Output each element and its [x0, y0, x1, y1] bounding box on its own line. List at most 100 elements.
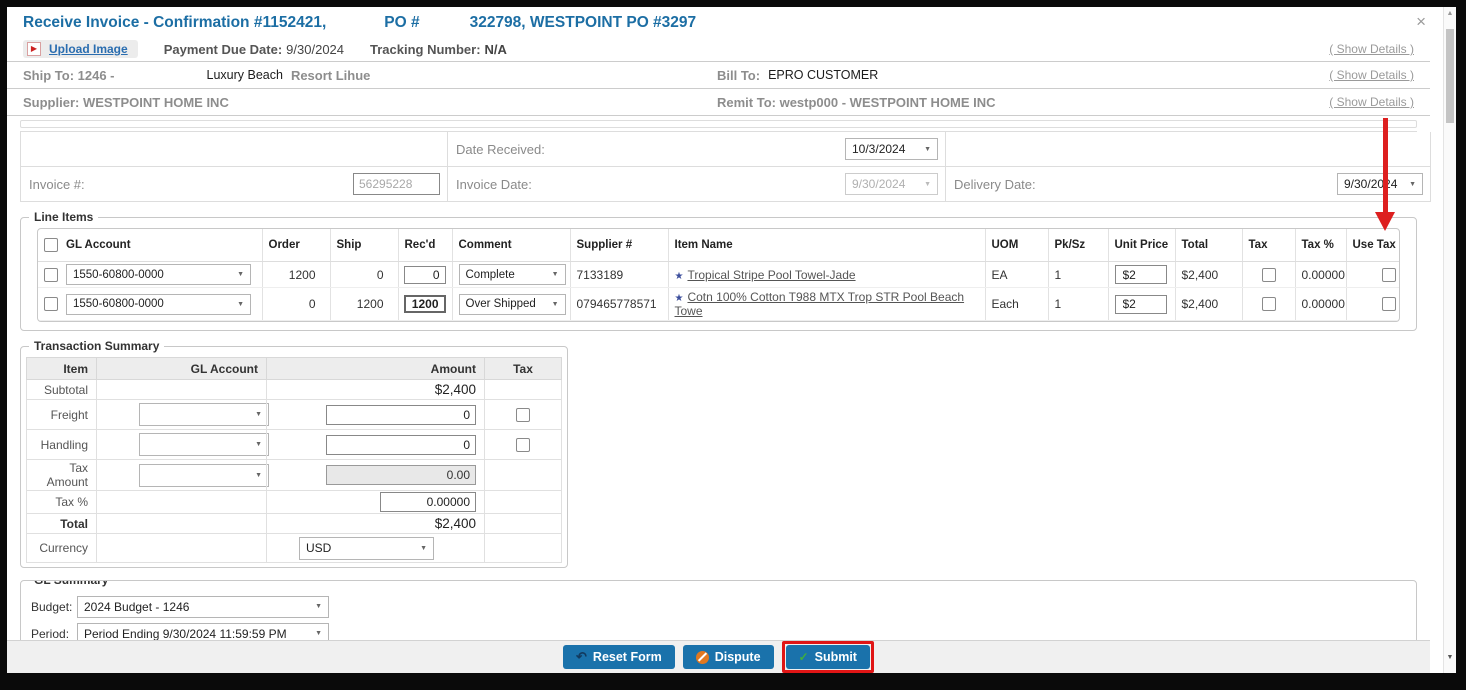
supplier-remit-row: Supplier: WESTPOINT HOME INC Remit To: w…	[7, 89, 1430, 116]
scroll-up-icon[interactable]: ▲	[1446, 10, 1454, 17]
use-tax-checkbox[interactable]	[1382, 297, 1397, 312]
handling-gl-dropdown[interactable]: ▼	[139, 433, 269, 456]
check-icon: ✓	[798, 650, 809, 664]
unit-price-input[interactable]	[1114, 265, 1167, 284]
line-items-legend: Line Items	[29, 210, 99, 224]
uom-value: EA	[985, 261, 1049, 288]
show-details-link-remitto[interactable]: ( Show Details )	[1329, 95, 1414, 109]
freight-row: Freight ▼	[26, 399, 562, 430]
line-total: $2,400	[1175, 287, 1243, 321]
empty-cell	[21, 132, 448, 167]
freight-gl-dropdown[interactable]: ▼	[139, 403, 269, 426]
subtotal-value: $2,400	[266, 379, 485, 400]
handling-row: Handling ▼	[26, 429, 562, 460]
currency-row: Currency USD ▼	[26, 533, 562, 563]
invoice-date-dropdown[interactable]: 9/30/2024 ▼	[845, 173, 938, 195]
tax-amount-label: Tax Amount	[26, 459, 97, 491]
transaction-summary-table: Item GL Account Amount Tax Subtotal $2,4…	[26, 357, 562, 563]
unit-price-input[interactable]	[1114, 294, 1167, 314]
freight-amount-input[interactable]	[326, 404, 476, 425]
scroll-down-icon[interactable]: ▼	[1446, 654, 1454, 661]
chevron-down-icon: ▼	[551, 300, 559, 308]
footer-action-bar: ↶ Reset Form Dispute ✓ Submit	[7, 640, 1430, 673]
row-checkbox[interactable]	[44, 297, 58, 311]
upload-image-icon: ▶	[27, 42, 41, 56]
date-received-cell: Date Received: 10/3/2024 ▼	[448, 132, 946, 167]
submit-highlight-box: ✓ Submit	[781, 641, 874, 673]
ship-to-suffix: Resort Lihue	[290, 67, 371, 83]
handling-amount-input[interactable]	[326, 434, 476, 455]
vertical-scrollbar[interactable]: ▲ ▼	[1443, 7, 1456, 673]
table-row: 1550-60800-0000▼ 1200 0 Complete▼ 713318…	[38, 261, 1399, 288]
chevron-down-icon: ▼	[255, 411, 262, 418]
scrollbar-thumb[interactable]	[1446, 29, 1454, 123]
line-items-header-row: GL Account Order Ship Rec'd Comment Supp…	[38, 229, 1399, 262]
handling-label: Handling	[26, 429, 97, 460]
chevron-down-icon: ▼	[924, 145, 931, 153]
order-qty: 0	[262, 287, 331, 321]
collapsed-section-strip	[20, 120, 1417, 128]
comment-dropdown[interactable]: Complete ▼	[458, 264, 566, 285]
chevron-down-icon: ▼	[420, 544, 427, 552]
chevron-down-icon: ▼	[255, 441, 262, 448]
delivery-date-cell: Delivery Date: 9/30/2024 ▼	[946, 167, 1431, 202]
item-name-link[interactable]: Tropical Stripe Pool Towel-Jade	[687, 267, 856, 282]
bill-to-label: Bill To:	[717, 67, 761, 83]
dispute-button[interactable]: Dispute	[682, 645, 774, 669]
delivery-date-dropdown[interactable]: 9/30/2024 ▼	[1337, 173, 1423, 195]
upload-image-button[interactable]: ▶ Upload Image	[23, 40, 138, 58]
select-all-checkbox[interactable]	[44, 238, 58, 252]
invoice-number-input[interactable]	[353, 173, 440, 195]
submit-button[interactable]: ✓ Submit	[785, 645, 870, 669]
reset-icon: ↶	[576, 649, 587, 664]
star-icon: ★	[674, 270, 684, 282]
tax-amount-input	[326, 465, 476, 485]
item-name-link[interactable]: Cotn 100% Cotton T988 MTX Trop STR Pool …	[674, 290, 965, 318]
freight-label: Freight	[26, 399, 97, 430]
row-checkbox[interactable]	[44, 267, 58, 282]
invoice-number-label: Invoice #:	[29, 176, 85, 192]
tax-checkbox[interactable]	[1261, 267, 1276, 282]
show-details-link-billto[interactable]: ( Show Details )	[1329, 68, 1414, 82]
tax-pct-input[interactable]	[380, 492, 476, 512]
budget-dropdown[interactable]: 2024 Budget - 1246 ▼	[77, 595, 329, 618]
invoice-date-cell: Invoice Date: 9/30/2024 ▼	[448, 167, 946, 202]
tracking-number-value: N/A	[484, 41, 507, 57]
currency-dropdown[interactable]: USD ▼	[299, 536, 434, 560]
remit-to-label: Remit To: westp000 - WESTPOINT HOME INC	[717, 94, 996, 110]
use-tax-checkbox[interactable]	[1382, 267, 1397, 282]
tracking-number-label: Tracking Number:	[370, 41, 481, 57]
total-label: Total	[26, 513, 97, 534]
freight-tax-checkbox[interactable]	[516, 407, 530, 422]
chevron-down-icon: ▼	[237, 300, 244, 308]
uom-value: Each	[985, 287, 1049, 321]
budget-label: Budget:	[31, 599, 73, 614]
comment-dropdown[interactable]: Over Shipped ▼	[458, 293, 566, 315]
ship-to-value: Luxury Beach	[206, 68, 283, 82]
recd-qty-input[interactable]	[403, 265, 446, 284]
line-items-section: Line Items GL Account Order Ship	[20, 210, 1417, 331]
close-icon[interactable]: ×	[1416, 12, 1426, 31]
recd-qty-input[interactable]	[403, 295, 446, 313]
gl-account-dropdown[interactable]: 1550-60800-0000 ▼	[66, 293, 251, 315]
tax-checkbox[interactable]	[1261, 297, 1276, 312]
ship-qty: 1200	[330, 287, 399, 321]
chevron-down-icon: ▼	[237, 271, 244, 278]
invoice-fields-grid: Date Received: 10/3/2024 ▼ Invoice #: In…	[20, 131, 1431, 202]
tax-gl-dropdown[interactable]: ▼	[139, 463, 269, 487]
ship-qty: 0	[330, 261, 399, 288]
page-title-po-label: PO #	[384, 14, 420, 31]
upload-image-link[interactable]: Upload Image	[49, 42, 128, 56]
page-title: Receive Invoice - Confirmation #1152421,	[23, 14, 327, 31]
date-received-dropdown[interactable]: 10/3/2024 ▼	[845, 138, 938, 160]
tax-pct-label: Tax %	[26, 490, 97, 514]
dispute-icon	[695, 650, 709, 664]
gl-account-dropdown[interactable]: 1550-60800-0000 ▼	[66, 264, 251, 285]
show-details-link-top[interactable]: ( Show Details )	[1329, 42, 1414, 56]
handling-tax-checkbox[interactable]	[516, 437, 530, 452]
invoice-date-label: Invoice Date:	[456, 176, 532, 192]
star-icon: ★	[674, 293, 684, 304]
reset-form-button[interactable]: ↶ Reset Form	[563, 645, 675, 669]
payment-due-value: 9/30/2024	[286, 41, 345, 57]
